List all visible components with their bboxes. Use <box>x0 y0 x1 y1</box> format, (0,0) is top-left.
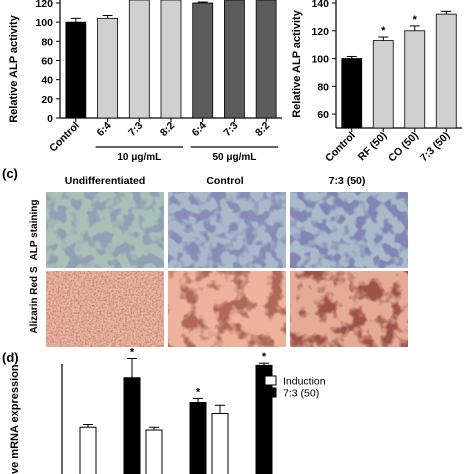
panel-a-y-tick-label: 40 <box>41 75 53 87</box>
panel-a-bar <box>65 21 87 119</box>
panel-d-legend-swatch <box>264 387 277 398</box>
panel-d-legend-swatch <box>264 375 277 386</box>
panel-a-group-label: 10 μg/mL <box>117 152 161 163</box>
panel-a-x-tick-label: 7:3 <box>126 120 145 139</box>
alizarin-image-control <box>168 271 286 347</box>
row-label-alizarin-red: Alizarin Red S <box>29 266 40 334</box>
panel-a-x-tick-label: 7:3 <box>221 120 240 139</box>
panel-b-y-tick-label: 60 <box>317 109 329 121</box>
panel-a-x-tick-label: 8:2 <box>158 120 177 139</box>
panel-b-x-tick-label: RF (50) <box>356 130 390 164</box>
panel-b-y-tick-label: 100 <box>311 54 329 66</box>
panel-a-bar <box>160 0 182 119</box>
panel-a-y-tick-label: 80 <box>41 36 53 48</box>
panel-b-bar <box>372 40 394 129</box>
panel-d-bar <box>79 426 97 474</box>
panel-b-x-tick-label: Control <box>323 130 358 165</box>
panel-d-bar <box>145 429 163 474</box>
panel-a-y-tick-label: 120 <box>35 0 53 10</box>
panel-b-chart: 60 80 100 120 140 Relative ALP activity Contro… <box>291 0 462 165</box>
panel-a-bar <box>255 0 277 119</box>
panel-a-y-tick-label: 0 <box>47 113 53 125</box>
alp-image-undifferentiated <box>46 192 164 268</box>
alp-image-7-3 <box>290 192 408 268</box>
panel-d-bar <box>123 377 141 474</box>
panel-b-x-tick-label: CO (50) <box>386 130 421 165</box>
panel-d-bar <box>189 402 207 474</box>
panel-a-y-tick-label: 100 <box>35 17 53 29</box>
alp-image-control <box>168 192 286 268</box>
column-title-control: Control <box>206 175 243 187</box>
panel-a-y-tick-label: 60 <box>41 56 53 68</box>
panel-d-legend-label: Induction <box>283 376 326 388</box>
panel-a-y-tick-label: 20 <box>41 94 53 106</box>
panel-b-y-tick-label: 140 <box>311 0 329 10</box>
panel-a-y-axis-label: Relative ALP activity <box>8 14 20 122</box>
panel-b-significance-mark: * <box>413 14 418 26</box>
panel-a-bar <box>97 17 118 119</box>
panel-b-y-tick-label: 120 <box>311 26 329 38</box>
panel-a-bar <box>192 2 214 119</box>
alizarin-image-7-3 <box>290 271 408 347</box>
panel-d-y-axis-label: ve mRNA expression <box>9 364 21 474</box>
row-label-alp-staining: ALP staining <box>29 200 40 261</box>
panel-d-bar <box>211 413 229 474</box>
panel-a-group-label: 50 μg/mL <box>212 152 256 163</box>
panel-d-legend-label: 7:3 (50) <box>283 388 319 400</box>
panel-c: (c) Undifferentiated Control 7:3 (50) AL… <box>2 166 408 347</box>
panel-d-significance-mark: * <box>130 347 135 359</box>
panel-c-label: (c) <box>2 166 18 181</box>
alizarin-image-undifferentiated <box>46 271 164 347</box>
panel-a-bar <box>128 0 150 119</box>
panel-b-y-tick-label: 80 <box>317 81 329 93</box>
panel-d-label: (d) <box>2 350 19 365</box>
panel-a-x-tick-label: 6:4 <box>190 120 209 139</box>
panel-a-x-tick-label: 8:2 <box>253 120 272 139</box>
panel-a-bar <box>224 0 245 119</box>
panel-b-significance-mark: * <box>381 25 386 37</box>
panel-b-bar <box>435 13 457 129</box>
panel-a-x-tick-label: 6:4 <box>94 120 113 139</box>
panel-d-significance-mark: * <box>196 386 201 398</box>
column-title-7-3: 7:3 (50) <box>329 175 366 187</box>
panel-b-bar <box>404 30 426 129</box>
panel-b-x-tick-label: 7:3 (50) <box>418 130 452 164</box>
panel-d-significance-mark: * <box>262 351 267 363</box>
column-title-undifferentiated: Undifferentiated <box>65 175 146 187</box>
panel-b-y-axis-label: Relative ALP activity <box>291 9 303 117</box>
panel-b-bar <box>341 58 363 129</box>
